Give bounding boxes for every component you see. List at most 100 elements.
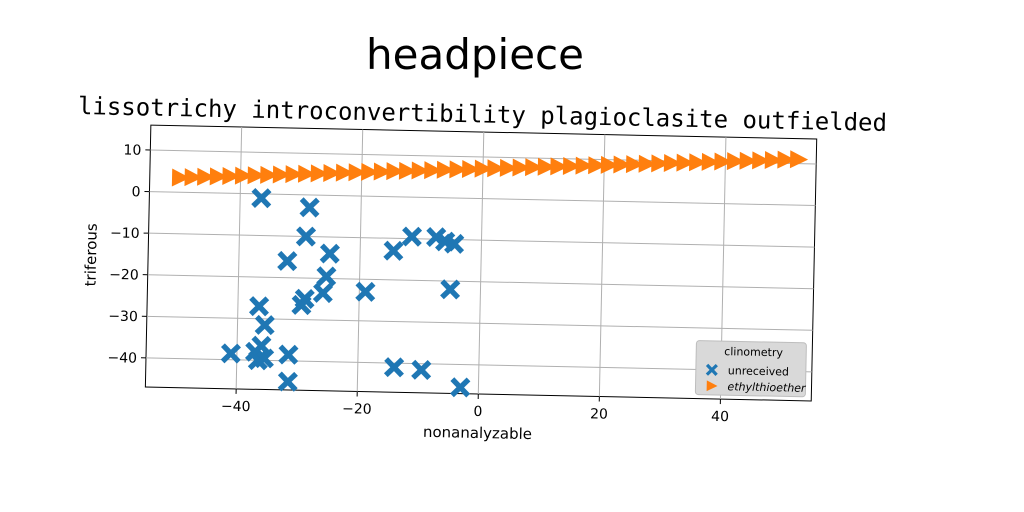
data-point-unreceived: [251, 187, 272, 209]
x-grid-line: [477, 132, 485, 395]
data-point-ethylthioether: [361, 162, 380, 181]
x-tick-label: 0: [473, 404, 482, 420]
legend-label-unreceived: unreceived: [728, 364, 789, 378]
data-point-ethylthioether: [323, 164, 342, 183]
data-point-ethylthioether: [777, 150, 796, 169]
data-point-ethylthioether: [537, 157, 556, 176]
y-tick-label: −10: [110, 225, 140, 242]
data-point-ethylthioether: [398, 161, 418, 180]
x-ticks: −40 −20 0 20 40: [221, 388, 729, 425]
data-point-unreceived: [291, 294, 312, 316]
y-tick-label: −20: [109, 267, 139, 284]
legend: clinometry unreceived ethylthioether: [694, 340, 807, 398]
legend-marker-unreceived: [705, 363, 718, 376]
data-point-ethylthioether: [714, 152, 733, 171]
data-point-unreceived: [355, 281, 376, 302]
data-point-ethylthioether: [789, 150, 809, 169]
legend-items: unreceived ethylthioether: [705, 363, 807, 395]
y-ticks: 10 0 −10 −20 −30 −40: [107, 142, 151, 367]
data-point-ethylthioether: [651, 154, 670, 173]
data-point-unreceived: [383, 357, 405, 378]
data-point-ethylthioether: [663, 153, 682, 172]
data-point-ethylthioether: [638, 154, 657, 173]
data-point-ethylthioether: [260, 165, 279, 184]
data-point-ethylthioether: [222, 167, 241, 186]
data-point-ethylthioether: [752, 151, 771, 170]
data-point-ethylthioether: [575, 156, 594, 175]
data-point-unreceived: [444, 233, 465, 254]
legend-box: [694, 340, 807, 398]
data-point-unreceived: [299, 197, 320, 218]
data-point-unreceived: [254, 314, 275, 336]
data-point-unreceived: [319, 243, 340, 264]
data-point-ethylthioether: [499, 158, 518, 177]
data-point-ethylthioether: [701, 152, 720, 171]
data-point-ethylthioether: [764, 151, 783, 170]
data-point-ethylthioether: [613, 155, 632, 174]
legend-marker-ethylthioether: [706, 380, 718, 392]
data-point-ethylthioether: [310, 164, 329, 183]
data-point-ethylthioether: [512, 158, 531, 177]
data-point-ethylthioether: [272, 165, 291, 184]
data-point-ethylthioether: [676, 153, 695, 172]
data-point-ethylthioether: [411, 161, 430, 180]
data-point-ethylthioether: [424, 161, 443, 180]
data-point-ethylthioether: [234, 166, 254, 185]
data-point-ethylthioether: [625, 155, 645, 174]
data-point-ethylthioether: [335, 163, 355, 182]
data-point-ethylthioether: [247, 166, 266, 185]
data-point-unreceived: [401, 226, 423, 247]
x-tick-label: −40: [221, 399, 251, 416]
data-point-ethylthioether: [197, 167, 216, 186]
data-point-ethylthioether: [474, 159, 493, 178]
data-point-ethylthioether: [285, 165, 304, 184]
data-point-ethylthioether: [461, 159, 481, 178]
data-point-ethylthioether: [525, 158, 544, 177]
data-point-ethylthioether: [449, 160, 468, 179]
data-point-unreceived: [277, 250, 298, 272]
data-point-unreceived: [383, 240, 404, 261]
data-point-ethylthioether: [588, 156, 607, 175]
y-tick-label: 0: [131, 184, 140, 200]
x-tick-label: −20: [342, 401, 372, 418]
data-point-unreceived: [251, 335, 272, 356]
chart-title: headpiece: [366, 30, 584, 79]
data-point-ethylthioether: [550, 157, 569, 176]
data-point-ethylthioether: [487, 159, 506, 178]
legend-label-ethylthioether: ethylthioether: [727, 380, 807, 395]
data-point-unreceived: [277, 371, 298, 392]
data-point-ethylthioether: [348, 163, 367, 182]
data-point-unreceived: [440, 279, 461, 300]
data-point-ethylthioether: [171, 168, 191, 187]
data-point-unreceived: [316, 266, 337, 287]
y-tick-label: −40: [107, 350, 137, 367]
data-point-unreceived: [248, 296, 270, 317]
y-tick-label: 10: [123, 142, 141, 158]
data-point-ethylthioether: [689, 153, 708, 172]
data-point-unreceived: [295, 226, 317, 247]
y-grid-line: [147, 274, 814, 290]
data-point-unreceived: [312, 282, 334, 304]
x-tick-label: 40: [711, 409, 729, 425]
data-point-ethylthioether: [209, 167, 228, 186]
data-point-unreceived: [450, 377, 471, 398]
x-grid-line: [598, 134, 606, 397]
data-point-ethylthioether: [600, 155, 619, 174]
data-point-ethylthioether: [386, 162, 405, 181]
data-point-unreceived: [411, 359, 432, 381]
y-axis-label: triferous: [81, 223, 100, 287]
data-point-ethylthioether: [562, 156, 582, 175]
series-layer: [171, 150, 809, 398]
data-point-unreceived: [220, 343, 241, 364]
data-point-ethylthioether: [297, 164, 317, 183]
data-point-unreceived: [278, 344, 299, 365]
data-point-ethylthioether: [436, 160, 455, 179]
data-point-ethylthioether: [373, 162, 392, 181]
legend-title: clinometry: [724, 345, 783, 359]
x-tick-label: 20: [590, 406, 608, 422]
plot-area: −40 −20 0 20 40 10 0 −10 −20 −30 −40 nonanalyzabl…: [81, 124, 818, 443]
y-grid-line: [148, 232, 815, 248]
data-point-ethylthioether: [726, 152, 746, 171]
